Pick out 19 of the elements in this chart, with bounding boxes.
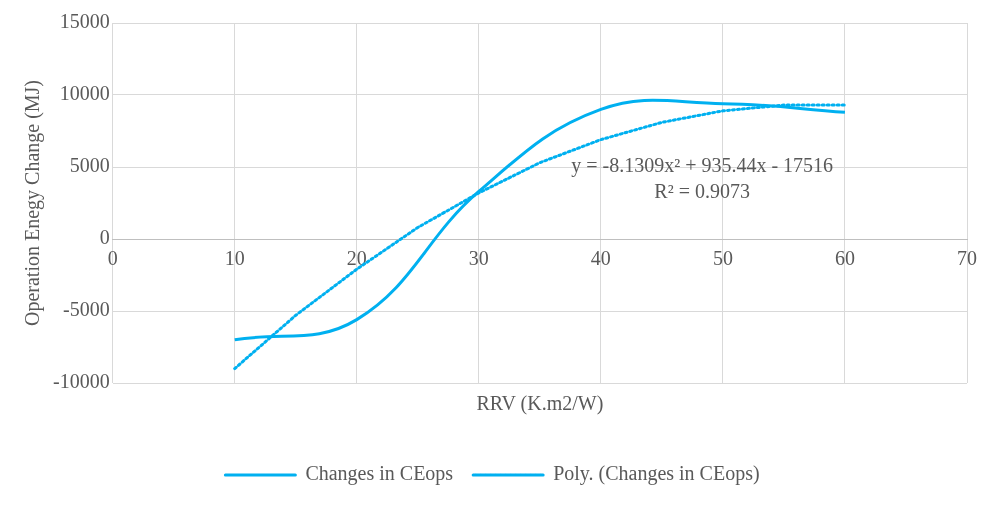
x-tick-label: 50	[712, 247, 733, 270]
x-axis-title: RRV (K.m2/W)	[476, 392, 604, 416]
x-tick-label: 40	[590, 247, 611, 270]
x-tick-label: 60	[834, 247, 855, 270]
legend-label: Poly. (Changes in CEops)	[553, 462, 760, 486]
x-tick-label: 10	[224, 247, 245, 270]
y-tick-label: 10000	[59, 82, 110, 105]
y-tick-label: 0	[99, 226, 110, 249]
annotation: y = -8.1309x² + 935.44x - 17516	[571, 154, 834, 178]
annotation: R² = 0.9073	[654, 180, 750, 203]
x-tick-label: 20	[346, 247, 367, 270]
legend-label: Changes in CEops	[305, 462, 454, 486]
x-tick-label: 30	[468, 247, 489, 270]
y-axis-title: Operation Enegy Change (MJ)	[21, 79, 45, 327]
x-tick-label: 70	[957, 247, 977, 270]
y-tick-label: 15000	[59, 10, 110, 33]
y-tick-label: -10000	[52, 370, 110, 393]
y-tick-label: 5000	[69, 154, 110, 177]
y-tick-label: -5000	[62, 298, 110, 321]
